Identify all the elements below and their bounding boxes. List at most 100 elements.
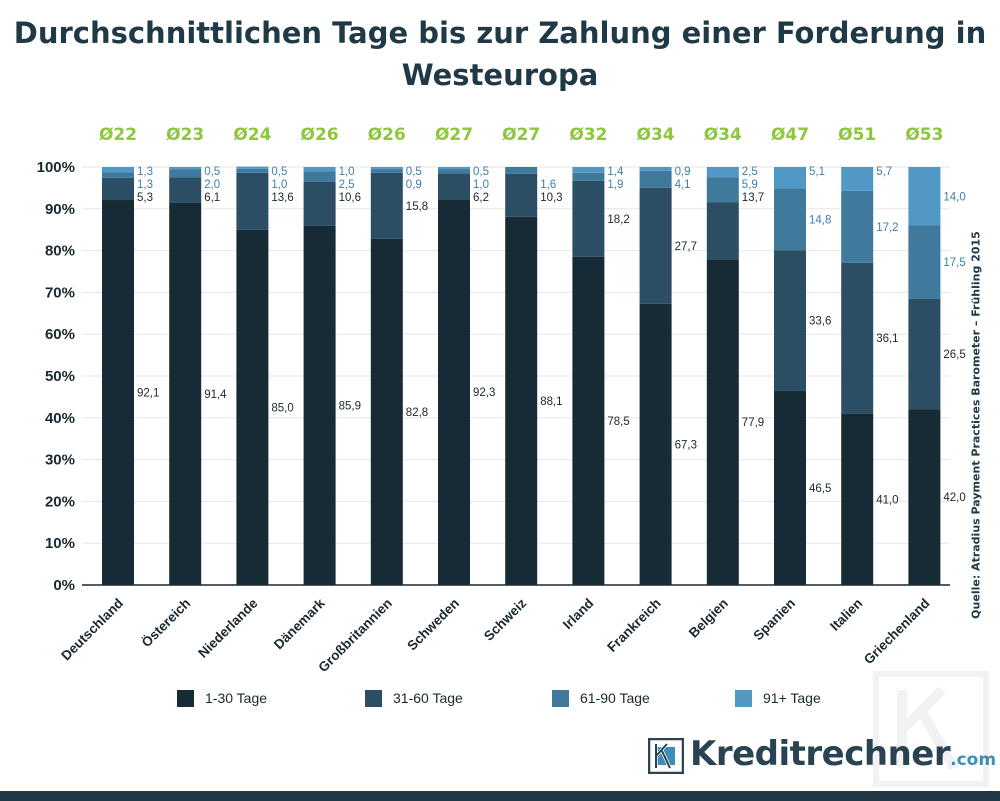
bar-segment (303, 225, 336, 586)
value-label: 18,2 (607, 214, 629, 226)
bar-segment (706, 202, 739, 260)
bar-segment (841, 190, 874, 263)
bar-segment (774, 167, 806, 189)
average-label: Ø34 (704, 125, 742, 145)
y-tick-label: 90% (45, 201, 75, 218)
footer-bar (0, 791, 1000, 801)
value-label: 2,5 (742, 166, 758, 178)
value-label: 91,4 (204, 389, 227, 401)
x-tick-label: Griechenland (861, 596, 933, 668)
bar-segment (236, 229, 269, 585)
bar-segment (370, 172, 403, 239)
value-label: 13,6 (271, 192, 293, 204)
bar-segment (841, 167, 874, 191)
y-tick-label: 100% (37, 159, 75, 176)
bar-segment (438, 169, 470, 174)
bar-segment (102, 172, 134, 178)
bar-segment (706, 167, 739, 178)
value-label: 13,7 (742, 192, 764, 204)
value-label: 6,1 (204, 192, 220, 204)
legend-item: 31-60 Tage (365, 686, 463, 710)
bar-segment (639, 187, 672, 304)
value-label: 0,5 (204, 166, 220, 178)
value-label: 1,3 (137, 166, 153, 178)
chart-title: Durchschnittlichen Tage bis zur Zahlung … (13, 16, 987, 92)
bar-segment (169, 169, 202, 178)
legend-label: 31-60 Tage (393, 690, 463, 706)
value-label: 92,1 (137, 388, 159, 400)
average-label: Ø32 (569, 125, 607, 145)
bar-segment (639, 167, 672, 171)
value-label: 5,3 (137, 192, 153, 204)
value-label: 4,1 (675, 179, 691, 191)
value-label: 88,1 (540, 396, 562, 408)
bar-segment (908, 167, 941, 226)
legend-swatch (177, 689, 194, 707)
bar-segment (303, 171, 336, 182)
value-label: 67,3 (675, 439, 697, 451)
value-label: 2,0 (204, 179, 220, 191)
value-label: 15,8 (406, 201, 428, 213)
value-label: 0,5 (473, 166, 489, 178)
bar-segment (438, 199, 470, 585)
average-label: Ø24 (233, 125, 271, 145)
y-tick-label: 40% (45, 410, 75, 427)
value-label: 6,2 (473, 192, 489, 204)
legend-item: 1-30 Tage (177, 686, 267, 710)
value-label: 5,7 (876, 166, 892, 178)
value-label: 41,0 (876, 494, 898, 506)
bar-segment (572, 167, 605, 173)
legend-label: 61-90 Tage (580, 690, 650, 706)
value-label: 77,9 (742, 417, 764, 429)
x-tick-label: Großbritannien (315, 596, 395, 676)
bar-segment (774, 390, 806, 585)
bar-segment (505, 173, 538, 217)
average-label: Ø26 (301, 125, 339, 145)
bar-segment (102, 167, 134, 173)
legend-item: 91+ Tage (735, 686, 821, 710)
bar-segment (102, 177, 134, 201)
bar-segment (572, 256, 605, 585)
x-tick-label: Dänemark (271, 595, 328, 652)
bar-segment (169, 202, 202, 585)
bar-segment (841, 262, 874, 414)
value-label: 33,6 (809, 315, 831, 327)
bar-segment (370, 238, 403, 585)
average-label: Ø26 (368, 125, 406, 145)
x-tick-label: Belgien (686, 596, 731, 641)
y-tick-label: 80% (45, 243, 75, 260)
legend-swatch (365, 689, 382, 707)
value-label: 1,0 (271, 179, 287, 191)
bar-segment (841, 413, 874, 585)
value-label: 1,4 (607, 166, 624, 178)
value-label: 0,5 (271, 166, 287, 178)
value-label: 0,9 (406, 179, 422, 191)
value-label: 85,0 (271, 402, 293, 414)
bar-segment (572, 172, 605, 181)
bar-segment (303, 181, 336, 226)
value-label: 1,6 (540, 179, 556, 191)
logo-name: Kreditrechner (690, 734, 951, 774)
value-label: 14,0 (943, 191, 965, 203)
y-tick-label: 30% (45, 452, 75, 469)
source-text: Quelle: Atradius Payment Practices Barom… (969, 231, 983, 619)
stacked-bar-chart: 0% 10% 20% 30% 40% 50% 60% 70% 80% 90% 100% Ø22 92,1… (37, 125, 966, 676)
bar-segment (639, 303, 672, 585)
legend-swatch (552, 689, 569, 707)
bar-segment (236, 166, 269, 169)
value-label: 17,5 (943, 257, 965, 269)
bar-segment (639, 170, 672, 188)
bar-segment (169, 167, 202, 170)
value-label: 46,5 (809, 483, 831, 495)
y-tick-label: 60% (45, 326, 75, 343)
bar-segment (102, 200, 134, 585)
legend-label: 1-30 Tage (205, 690, 268, 706)
y-tick-label: 20% (45, 493, 75, 510)
average-label: Ø27 (435, 125, 473, 145)
value-label: 85,9 (339, 400, 361, 412)
value-label: 17,2 (876, 222, 898, 234)
value-label: 92,3 (473, 387, 495, 399)
legend-swatch (735, 689, 752, 707)
value-label: 10,3 (540, 192, 562, 204)
average-label: Ø53 (905, 125, 943, 145)
